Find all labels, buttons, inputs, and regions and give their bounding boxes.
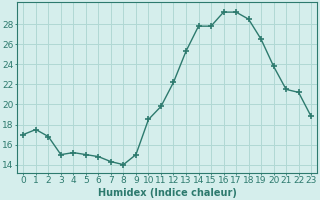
X-axis label: Humidex (Indice chaleur): Humidex (Indice chaleur) bbox=[98, 188, 237, 198]
